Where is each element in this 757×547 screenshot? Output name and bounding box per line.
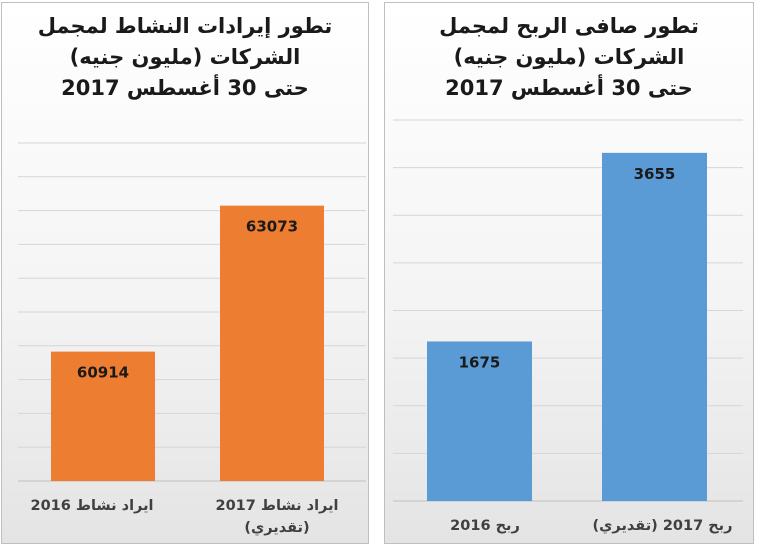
profit-data-label-0: 1675 bbox=[459, 353, 501, 371]
profit-bar-0 bbox=[427, 341, 532, 501]
profit-data-label-1: 3655 bbox=[634, 165, 676, 183]
revenue-data-label-0: 60914 bbox=[77, 364, 129, 382]
profit-x-label-2016: ربح 2016 bbox=[405, 515, 565, 537]
profit-x-label-2017-line-1: ربح 2017 (تقديري) bbox=[592, 518, 733, 534]
revenue-bar-chart: 60914 63073 bbox=[18, 142, 366, 482]
revenue-title-line-3: حتى 30 أغسطس 2017 bbox=[61, 76, 309, 100]
profit-x-label-2017: ربح 2017 (تقديري) bbox=[575, 515, 750, 537]
profit-chart-panel: تطور صافى الربح لمجمل الشركات (مليون جني… bbox=[384, 2, 754, 544]
profit-bar-1 bbox=[602, 152, 707, 501]
revenue-bar-0 bbox=[51, 351, 155, 481]
revenue-bar-1 bbox=[220, 205, 324, 481]
profit-bar-chart: 1675 3655 bbox=[393, 119, 743, 502]
revenue-chart-panel: تطور إيرادات النشاط لمجمل الشركات (مليون… bbox=[1, 2, 369, 544]
profit-title-line-3: حتى 30 أغسطس 2017 bbox=[445, 76, 693, 100]
revenue-data-label-1: 63073 bbox=[246, 218, 298, 236]
revenue-x-label-2017-line-1: ايراد نشاط 2017 bbox=[215, 498, 339, 514]
revenue-x-label-2016-line-1: ايراد نشاط 2016 bbox=[30, 498, 154, 514]
revenue-x-label-2017: ايراد نشاط 2017 (تقديري) bbox=[192, 495, 362, 539]
profit-title-line-1: تطور صافى الربح لمجمل bbox=[439, 14, 699, 38]
revenue-x-label-2016: ايراد نشاط 2016 bbox=[12, 495, 172, 517]
revenue-title-line-1: تطور إيرادات النشاط لمجمل bbox=[37, 14, 333, 38]
profit-title-line-2: الشركات (مليون جنيه) bbox=[453, 45, 685, 69]
profit-x-label-2016-line-1: ربح 2016 bbox=[450, 518, 520, 534]
revenue-title-line-2: الشركات (مليون جنيه) bbox=[69, 45, 301, 69]
revenue-chart-title: تطور إيرادات النشاط لمجمل الشركات (مليون… bbox=[2, 11, 368, 104]
revenue-x-label-2017-line-2: (تقديري) bbox=[244, 520, 310, 536]
profit-chart-title: تطور صافى الربح لمجمل الشركات (مليون جني… bbox=[385, 11, 753, 104]
